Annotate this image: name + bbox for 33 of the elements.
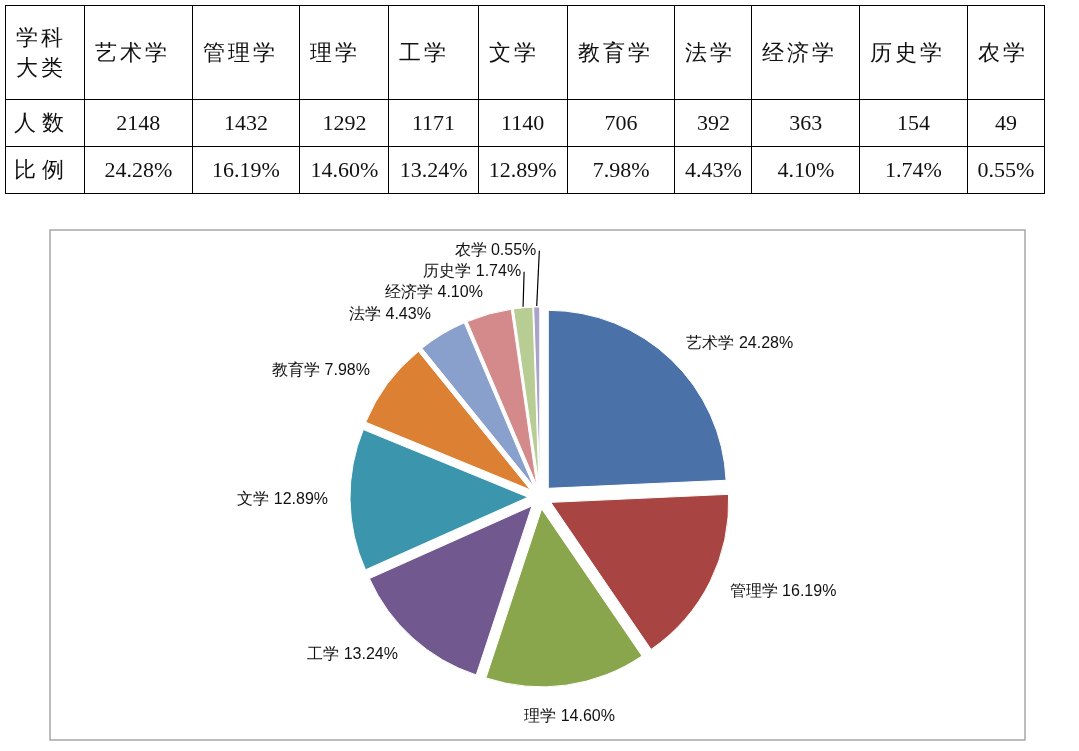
data-label: 392 [674,99,752,147]
category-label: 经济学 [751,5,860,100]
data-label: 363 [751,99,860,147]
data-label: 12.89% [478,146,568,194]
data-label: 24.28% [84,146,193,194]
category-label: 管理学 [192,5,300,100]
data-label: 16.19% [192,146,300,194]
category-label: 教育学 [567,5,675,100]
data-label: 154 [859,99,968,147]
data-label: 1.74% [859,146,968,194]
data-label: 4.10% [751,146,860,194]
legend-label: 人数 [5,99,85,147]
category-label: 法学 [674,5,752,100]
data-label: 14.60% [299,146,389,194]
text: 学科大类 [5,5,85,100]
category-label: 农学 [967,5,1045,100]
data-label: 2148 [84,99,193,147]
data-label: 1292 [299,99,389,147]
data-label: 1171 [388,99,479,147]
data-label: 706 [567,99,675,147]
data-label: 49 [967,99,1045,147]
data-label: 7.98% [567,146,675,194]
legend-label: 比例 [5,146,85,194]
data-label: 1432 [192,99,300,147]
category-label: 历史学 [859,5,968,100]
data-label: 4.43% [674,146,752,194]
category-label: 理学 [299,5,389,100]
category-label: 艺术学 [84,5,193,100]
data-label: 13.24% [388,146,479,194]
category-label: 文学 [478,5,568,100]
category-label: 工学 [388,5,479,100]
data-label: 0.55% [967,146,1045,194]
data-label: 1140 [478,99,568,147]
